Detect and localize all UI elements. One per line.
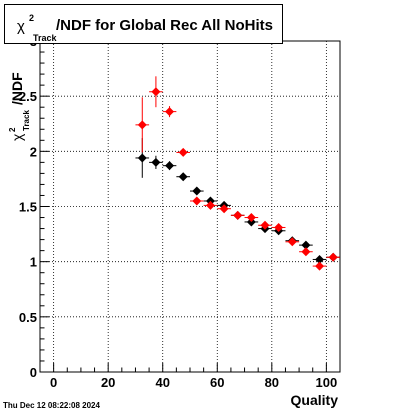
x-tick-label: 80 bbox=[265, 375, 279, 390]
y-axis-label-symbol: χ bbox=[9, 133, 25, 141]
data-point bbox=[287, 237, 297, 247]
y-axis-label-superscript: 2 bbox=[8, 127, 17, 132]
x-tick-label: 40 bbox=[155, 375, 169, 390]
data-point bbox=[137, 120, 147, 130]
y-tick-label: 1.5 bbox=[19, 200, 37, 215]
data-point bbox=[165, 161, 175, 171]
x-tick-label: 0 bbox=[50, 375, 57, 390]
y-tick-label: 0.5 bbox=[19, 310, 37, 325]
title-chi-symbol: χ bbox=[17, 18, 25, 35]
series-1 bbox=[135, 76, 340, 271]
data-point bbox=[151, 87, 161, 97]
x-axis-label: Quality bbox=[291, 392, 339, 408]
y-tick-label: 2.5 bbox=[19, 89, 37, 104]
x-tick-label: 20 bbox=[101, 375, 115, 390]
y-tick-label: 2 bbox=[30, 144, 37, 159]
y-axis-label-subscript: Track bbox=[22, 110, 31, 131]
y-axis-label-text: /NDF bbox=[9, 72, 25, 105]
x-tick-label: 100 bbox=[316, 375, 338, 390]
date-stamp: Thu Dec 12 08:22:08 2024 bbox=[3, 401, 100, 410]
data-point bbox=[165, 107, 175, 117]
title-text: /NDF for Global Rec All NoHits bbox=[56, 17, 273, 34]
data-point bbox=[315, 261, 325, 271]
data-point bbox=[260, 220, 270, 230]
data-point bbox=[301, 247, 311, 257]
title-subscript: Track bbox=[33, 33, 57, 43]
data-point bbox=[137, 153, 147, 163]
data-point bbox=[151, 157, 161, 167]
data-point bbox=[301, 240, 311, 250]
data-point bbox=[178, 147, 188, 157]
data-point bbox=[178, 172, 188, 182]
data-series bbox=[135, 76, 340, 271]
data-point bbox=[233, 210, 243, 220]
series-0 bbox=[135, 138, 340, 264]
y-tick-label: 1 bbox=[30, 255, 37, 270]
title-superscript: 2 bbox=[29, 13, 35, 23]
grid-lines bbox=[40, 40, 340, 373]
y-axis-label: χ 2 Track /NDF bbox=[8, 72, 31, 141]
data-point bbox=[315, 254, 325, 264]
data-point bbox=[246, 213, 256, 223]
data-point bbox=[192, 196, 202, 206]
data-point bbox=[219, 204, 229, 214]
x-tick-label: 60 bbox=[210, 375, 224, 390]
chart-title: χ 2 Track /NDF for Global Rec All NoHits bbox=[4, 4, 283, 44]
data-point bbox=[192, 186, 202, 196]
data-point bbox=[205, 200, 215, 210]
y-tick-label: 0 bbox=[30, 365, 37, 380]
data-point bbox=[274, 222, 284, 232]
data-point bbox=[328, 252, 338, 262]
